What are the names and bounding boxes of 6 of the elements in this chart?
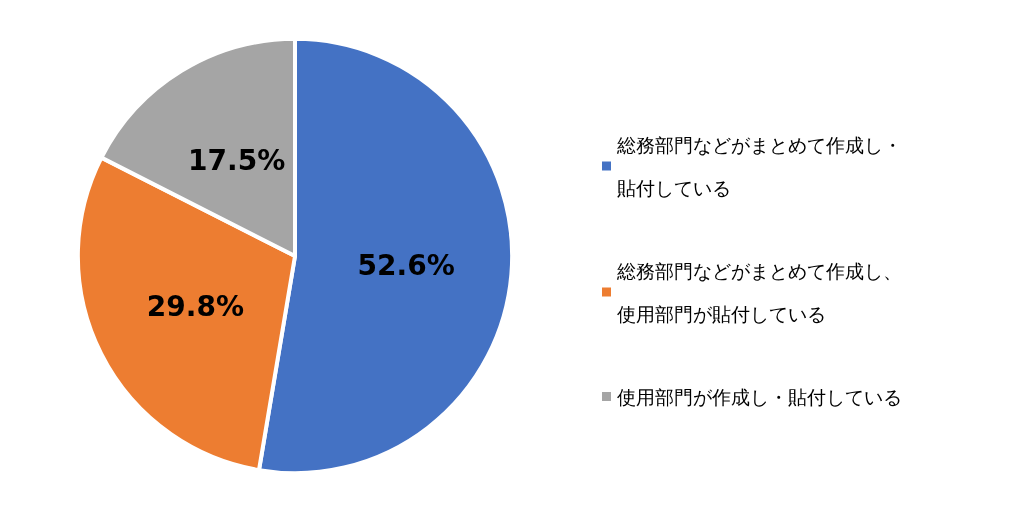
data-label: 29.8% bbox=[146, 289, 244, 323]
data-label: 52.6% bbox=[357, 248, 455, 282]
legend-label: 総務部門などがまとめて作成し、使用部門が貼付している bbox=[616, 259, 902, 325]
data-label: 17.5% bbox=[188, 144, 286, 178]
legend-label: 総務部門などがまとめて作成し・貼付している bbox=[616, 133, 902, 199]
legend-label: 使用部門が作成し・貼付している bbox=[617, 385, 902, 408]
